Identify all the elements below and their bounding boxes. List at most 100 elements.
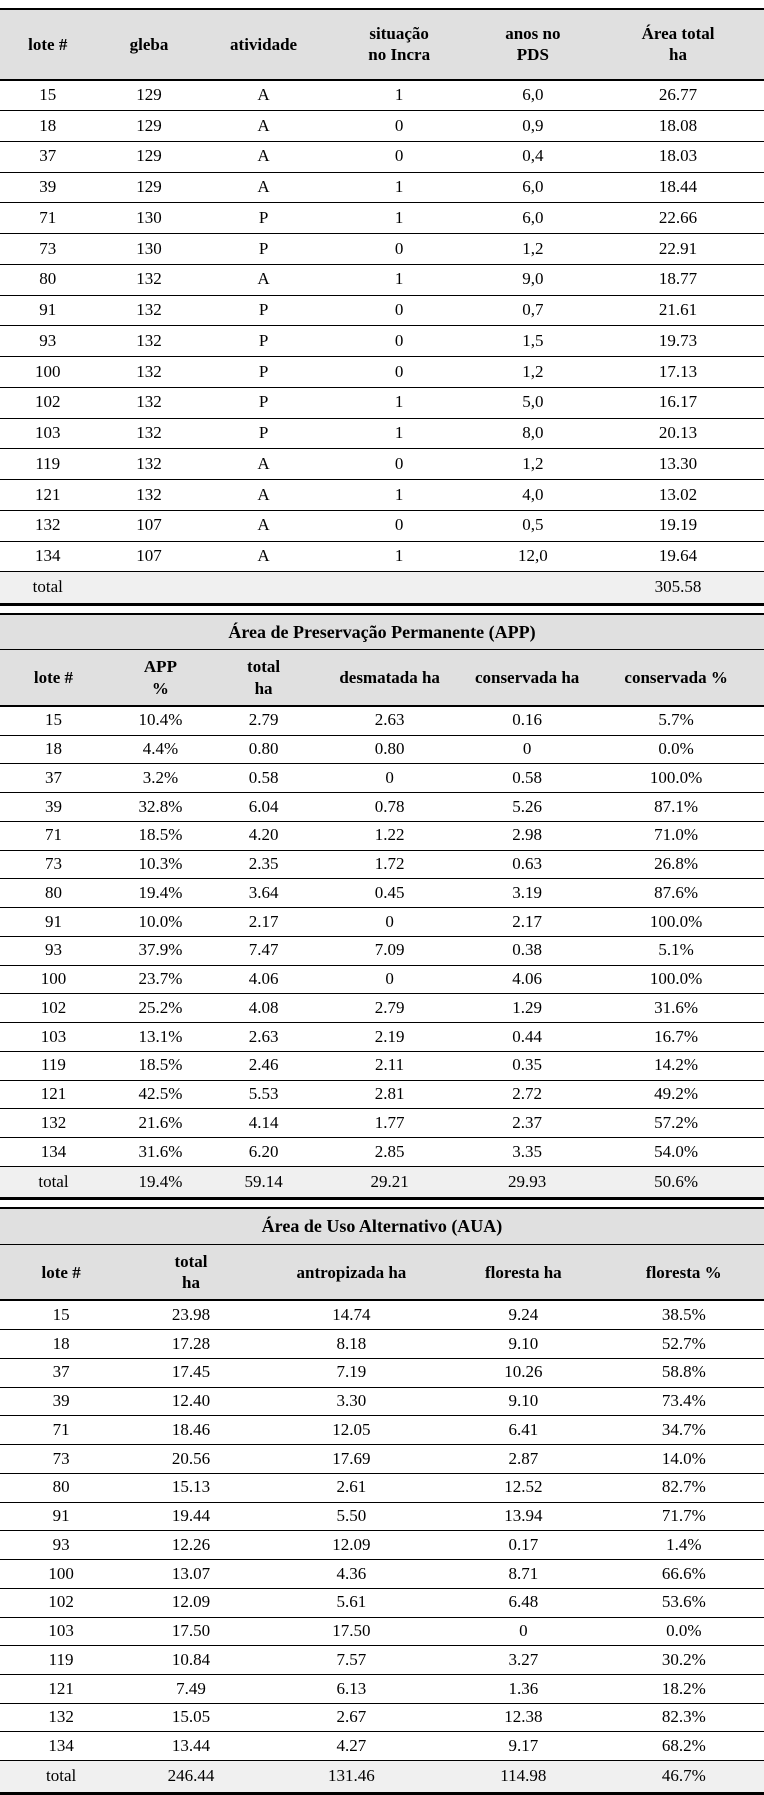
table-cell: 8.71 <box>443 1559 604 1589</box>
table-cell: 12.05 <box>259 1415 444 1445</box>
table-cell: 0 <box>313 907 467 937</box>
table-row: 80 132 A 1 9,0 18.77 <box>0 263 764 296</box>
table-cell: 1 <box>324 417 474 449</box>
table-cell: 119 <box>0 1050 107 1081</box>
table-cell: 0.35 <box>466 1050 589 1081</box>
table-cell: 91 <box>0 1501 123 1531</box>
table-row: 71 130 P 1 6,0 22.66 <box>0 202 764 234</box>
table-cell: 15 <box>44 710 62 730</box>
table-cell: 4,0 <box>473 479 593 511</box>
table-cell: 2.17 <box>213 907 314 937</box>
table-cell: 129 <box>95 140 203 173</box>
table-cell: 100.0% <box>588 907 764 937</box>
column-header: lote # <box>0 9 96 81</box>
table-cell: 31.6% <box>588 993 764 1023</box>
table-cell: 82.7% <box>603 1472 764 1503</box>
table-cell: 100 <box>0 1559 123 1589</box>
table-row: 121 42.5% 5.53 2.81 2.72 49.2% <box>0 1079 764 1109</box>
table-cell: 5.1% <box>588 935 764 966</box>
table-cell: 134 <box>0 1731 123 1761</box>
table-cell: 12.40 <box>122 1386 260 1416</box>
table-cell: P <box>202 325 325 357</box>
table-cell: 119 <box>0 1645 123 1675</box>
total-cell <box>95 571 203 605</box>
table-cell: 91 <box>0 907 107 937</box>
table-cell: 4.27 <box>259 1731 444 1761</box>
table-cell: 130 <box>95 202 203 234</box>
table-row: 71 18.46 12.05 6.41 34.7% <box>0 1415 764 1445</box>
table-cell: 7.57 <box>259 1645 444 1675</box>
table-cell: 0 <box>324 294 474 326</box>
table-cell: 91 <box>0 294 96 326</box>
table-cell: 4.06 <box>466 964 589 994</box>
column-header: lote # <box>0 1244 123 1302</box>
table-cell: 93 <box>0 325 96 357</box>
table-cell: 18 <box>0 1329 123 1359</box>
table-cell: A <box>202 509 325 542</box>
table-cell: 49.2% <box>588 1079 764 1109</box>
table-cell: 121 <box>0 479 96 511</box>
table-cell: 4.06 <box>213 964 314 994</box>
table-cell: 71 <box>0 202 96 234</box>
column-header: APP % <box>106 649 214 707</box>
table-cell: 2.63 <box>374 710 405 730</box>
lots-overview-table: lote # gleba atividade situação no Incra ano… <box>0 8 764 606</box>
table-cell: 129 <box>95 171 203 203</box>
table-cell: 100 <box>0 356 96 388</box>
table-cell: 129 <box>136 85 162 104</box>
table-cell: 5.26 <box>466 792 589 822</box>
table-cell: 6.48 <box>443 1587 604 1618</box>
table-row: 134 31.6% 6.20 2.85 3.35 54.0% <box>0 1137 764 1167</box>
table-cell: 0 <box>324 110 474 142</box>
table-cell: 7.19 <box>259 1357 444 1388</box>
table-cell: 14.2% <box>588 1050 764 1081</box>
table-cell: 0.17 <box>443 1530 604 1560</box>
table-cell: A <box>202 171 325 203</box>
table-cell: 37 <box>0 140 96 173</box>
table-cell: 30.2% <box>603 1645 764 1675</box>
table-cell: 2.63 <box>213 1022 314 1052</box>
table-cell: 1 <box>324 202 474 234</box>
table-cell: P <box>202 294 325 326</box>
table-cell: 18.5% <box>106 1050 214 1081</box>
total-cell: total <box>0 1165 107 1199</box>
table-cell: 39 <box>0 171 96 203</box>
table-cell: 32.8% <box>106 792 214 822</box>
table-cell: 2.11 <box>313 1050 467 1081</box>
table-cell: 132 <box>95 386 203 419</box>
table-cell: 20.56 <box>122 1444 260 1474</box>
table-row: 134 107 A 1 12,0 19.64 <box>0 540 764 572</box>
table-title: Área de Preservação Permanente (APP) <box>0 613 764 651</box>
table-cell: 37 <box>0 763 107 793</box>
total-cell: total <box>0 571 96 605</box>
table-row: 18 4.4% 0.80 0.80 0 0.0% <box>0 734 764 764</box>
table-cell: 42.5% <box>106 1079 214 1109</box>
table-cell: 2.81 <box>313 1079 467 1109</box>
table-row: 121 132 A 1 4,0 13.02 <box>0 479 764 511</box>
table-cell: 1 <box>324 479 474 511</box>
table-cell: 31.6% <box>106 1137 214 1167</box>
table-cell: 4.14 <box>213 1108 314 1138</box>
table-cell: 0.0% <box>603 1616 764 1646</box>
table-cell: 0.44 <box>466 1022 589 1052</box>
table-cell: A <box>202 540 325 572</box>
total-cell: 59.14 <box>213 1165 314 1199</box>
table-row: 119 10.84 7.57 3.27 30.2% <box>0 1645 764 1675</box>
table-cell: 34.7% <box>603 1415 764 1445</box>
table-cell: 15.13 <box>122 1472 260 1503</box>
table-cell: 0,7 <box>473 294 593 326</box>
table-cell: 0 <box>324 140 474 173</box>
table-cell: 7.49 <box>122 1674 260 1704</box>
table-cell: 53.6% <box>603 1587 764 1618</box>
total-cell: 50.6% <box>588 1165 764 1199</box>
aua-table: Área de Uso Alternativo (AUA) lote # total… <box>0 1207 764 1795</box>
table-cell: 5.7% <box>658 710 694 730</box>
table-cell: 1,2 <box>473 448 593 480</box>
table-title-row: Área de Uso Alternativo (AUA) <box>0 1208 764 1245</box>
table-cell: 0 <box>324 233 474 265</box>
table-cell: 19.44 <box>122 1501 260 1531</box>
table-cell: 14.0% <box>603 1444 764 1474</box>
table-cell: 17.13 <box>592 356 764 388</box>
table-spacer <box>0 1200 764 1207</box>
table-cell: 18.03 <box>592 140 764 173</box>
